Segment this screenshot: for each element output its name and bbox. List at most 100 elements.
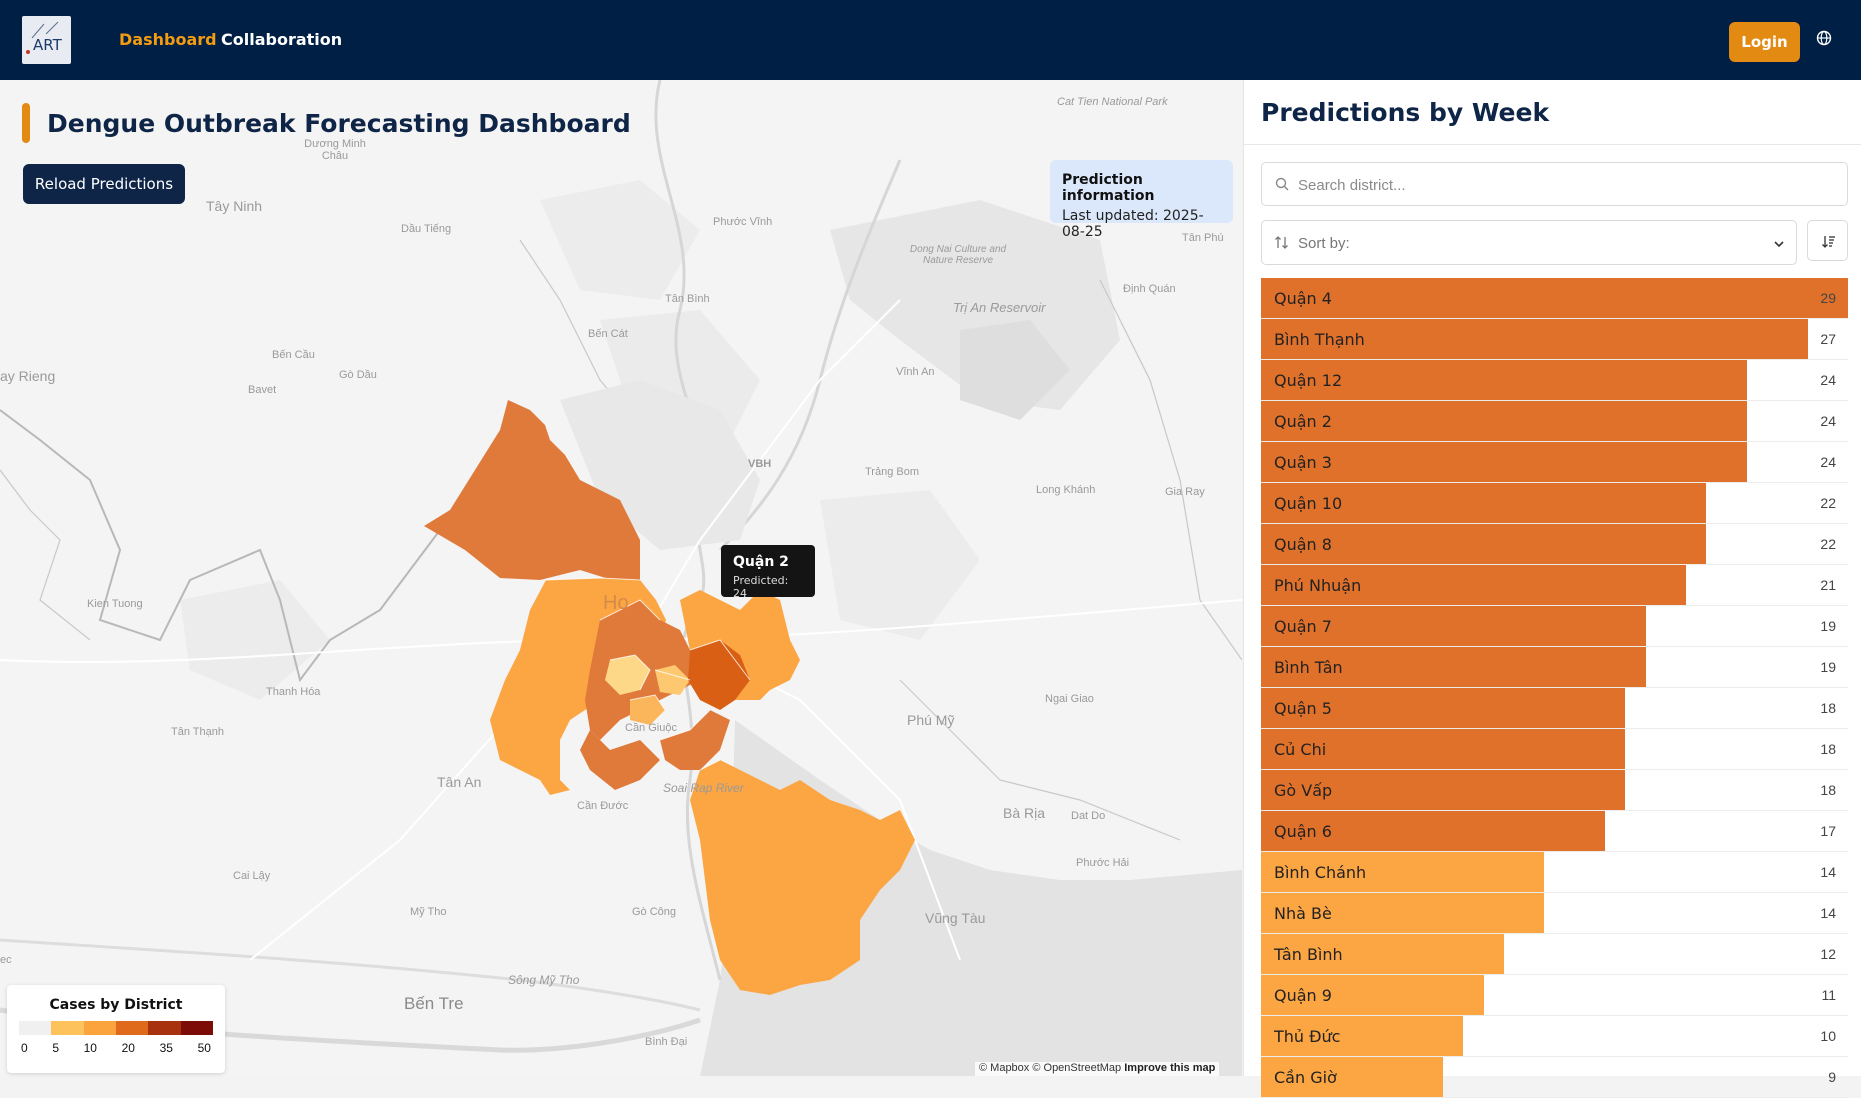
search-icon (1275, 177, 1289, 191)
district-row[interactable]: Quận 7 19 (1261, 606, 1848, 647)
chevron-down-icon (1774, 241, 1784, 248)
district-row[interactable]: Quận 4 29 (1261, 278, 1848, 319)
map-label: Cần Giuộc (625, 722, 677, 734)
legend-tick: 5 (52, 1041, 59, 1055)
legend-swatch (83, 1021, 116, 1035)
district-value: 24 (1820, 454, 1836, 470)
login-button[interactable]: Login (1729, 22, 1800, 62)
district-value: 22 (1820, 536, 1836, 552)
map-label: Phước Vĩnh (713, 216, 773, 228)
map-label: Tân Phú (1182, 232, 1224, 244)
district-name: Phú Nhuận (1274, 576, 1362, 595)
district-bar (1261, 893, 1544, 933)
district-row[interactable]: Quận 2 24 (1261, 401, 1848, 442)
district-value: 22 (1820, 495, 1836, 511)
district-row[interactable]: Gò Vấp 18 (1261, 770, 1848, 811)
map-label: Phú Mỹ (907, 712, 955, 728)
map-legend: Cases by District 0 5 10 20 35 50 (7, 985, 225, 1073)
map-label: Dương Minh Châu (304, 138, 366, 162)
district-bar (1261, 483, 1706, 523)
district-value: 19 (1820, 618, 1836, 634)
district-row[interactable]: Quận 8 22 (1261, 524, 1848, 565)
legend-tick: 0 (21, 1041, 28, 1055)
district-name: Quận 6 (1274, 822, 1332, 841)
map-attribution: © Mapbox © OpenStreetMap Improve this ma… (975, 1062, 1220, 1076)
district-row[interactable]: Thủ Đức 10 (1261, 1016, 1848, 1057)
map-label: Vĩnh An (896, 366, 935, 378)
legend-swatch (51, 1021, 84, 1035)
sort-select[interactable]: Sort by: (1261, 220, 1797, 265)
district-row[interactable]: Cần Giờ 9 (1261, 1057, 1848, 1098)
legend-tick: 20 (121, 1041, 135, 1055)
map-label: Trảng Bom (865, 466, 920, 478)
map-label: Ho (603, 592, 629, 614)
map-label: ec (0, 954, 12, 966)
page-title: Dengue Outbreak Forecasting Dashboard (47, 109, 631, 138)
map-base-layer (0, 80, 1242, 1076)
legend-tick: 50 (197, 1041, 211, 1055)
district-row[interactable]: Củ Chi 18 (1261, 729, 1848, 770)
app-logo[interactable]: ART (22, 16, 71, 64)
district-row[interactable]: Bình Tân 19 (1261, 647, 1848, 688)
district-row[interactable]: Bình Chánh 14 (1261, 852, 1848, 893)
district-name: Củ Chi (1274, 740, 1327, 759)
map-label: Vũng Tàu (925, 910, 986, 926)
district-value: 14 (1820, 864, 1836, 880)
sort-arrows-icon (1275, 236, 1288, 249)
nav-dashboard[interactable]: Dashboard (119, 30, 217, 49)
district-row[interactable]: Quận 10 22 (1261, 483, 1848, 524)
search-input[interactable] (1298, 173, 1828, 197)
district-value: 9 (1828, 1069, 1836, 1085)
district-bar (1261, 606, 1646, 646)
district-row[interactable]: Bình Thạnh 27 (1261, 319, 1848, 360)
district-row[interactable]: Quận 9 11 (1261, 975, 1848, 1016)
district-name: Quận 12 (1274, 371, 1343, 390)
district-row[interactable]: Phú Nhuận 21 (1261, 565, 1848, 606)
district-row[interactable]: Quận 3 24 (1261, 442, 1848, 483)
district-bar (1261, 319, 1808, 359)
map-label: Thanh Hóa (266, 686, 321, 698)
panel-title: Predictions by Week (1261, 98, 1550, 127)
district-bar (1261, 934, 1504, 974)
district-row[interactable]: Tân Bình 12 (1261, 934, 1848, 975)
reload-predictions-button[interactable]: Reload Predictions (23, 164, 185, 204)
district-search[interactable] (1261, 162, 1848, 206)
district-name: Tân Bình (1274, 945, 1343, 964)
district-row[interactable]: Nhà Bè 14 (1261, 893, 1848, 934)
legend-ticks: 0 5 10 20 35 50 (19, 1041, 213, 1055)
attribution-text[interactable]: © Mapbox © OpenStreetMap (979, 1062, 1122, 1074)
map-view[interactable]: Cat Tien National Park Dương Minh Châu T… (0, 80, 1242, 1076)
map-label: Soai Rap River (663, 781, 744, 795)
district-bar (1261, 811, 1605, 851)
district-name: Quận 8 (1274, 535, 1332, 554)
district-bar (1261, 360, 1747, 400)
district-value: 19 (1820, 659, 1836, 675)
district-row[interactable]: Quận 6 17 (1261, 811, 1848, 852)
district-value: 29 (1820, 290, 1836, 306)
district-name: Quận 3 (1274, 453, 1332, 472)
district-value: 18 (1820, 700, 1836, 716)
top-navbar: ART Dashboard Collaboration Login (0, 0, 1861, 80)
district-row[interactable]: Quận 12 24 (1261, 360, 1848, 401)
globe-icon[interactable] (1816, 30, 1832, 46)
district-name: Gò Vấp (1274, 781, 1333, 800)
district-value: 14 (1820, 905, 1836, 921)
district-value: 17 (1820, 823, 1836, 839)
district-bar (1261, 442, 1747, 482)
district-name: Quận 9 (1274, 986, 1332, 1005)
legend-title: Cases by District (49, 997, 183, 1013)
title-accent-bar (22, 103, 30, 143)
improve-map-link[interactable]: Improve this map (1124, 1062, 1216, 1074)
prediction-info-heading: Prediction information (1062, 172, 1155, 204)
nav-collaboration[interactable]: Collaboration (221, 30, 343, 49)
map-label: Tân An (437, 774, 482, 790)
map-label: Trị An Reservoir (953, 300, 1046, 315)
map-label: Định Quán (1123, 283, 1176, 295)
map-label: Tân Bình (665, 293, 710, 305)
map-label: VBH (748, 458, 772, 470)
map-label: Gia Ray (1165, 486, 1205, 498)
sort-direction-button[interactable] (1807, 220, 1848, 261)
sort-descending-icon (1822, 236, 1835, 248)
district-bar (1261, 770, 1625, 810)
district-row[interactable]: Quận 5 18 (1261, 688, 1848, 729)
